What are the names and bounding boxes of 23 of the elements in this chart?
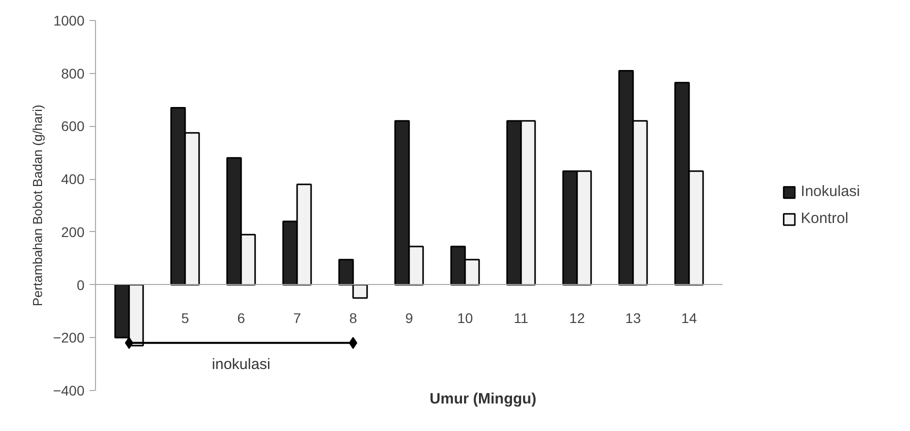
legend-label: Inokulasi [800, 183, 860, 200]
x-tick-label: 7 [293, 310, 302, 326]
x-tick-label: 12 [569, 310, 586, 326]
x-tick-label: 13 [625, 310, 642, 326]
y-tick-label: 600 [61, 118, 85, 134]
x-axis-title: Umur (Minggu) [430, 390, 536, 408]
annotation: inokulasi [212, 356, 270, 373]
x-tick-label: 6 [237, 310, 246, 326]
y-tick-label: 800 [61, 65, 85, 82]
y-axis-title: Pertambahan Bobot Badan (g/hari) [30, 104, 45, 306]
x-tick-label: 11 [514, 310, 529, 326]
y-tick-label: 1000 [53, 12, 85, 28]
legend-label: Kontrol [800, 210, 848, 227]
x-tick-label: 10 [457, 310, 474, 326]
y-tick-label: −400 [52, 382, 85, 398]
x-tick-label: 9 [405, 310, 414, 326]
y-tick-label: 200 [61, 224, 85, 240]
y-tick-label: 0 [76, 276, 85, 293]
x-tick-label: 8 [349, 310, 358, 326]
x-tick-label: 14 [681, 310, 698, 326]
x-tick-label: 5 [181, 310, 190, 326]
y-tick-label: −200 [52, 330, 85, 346]
y-tick-label: 400 [61, 171, 85, 188]
